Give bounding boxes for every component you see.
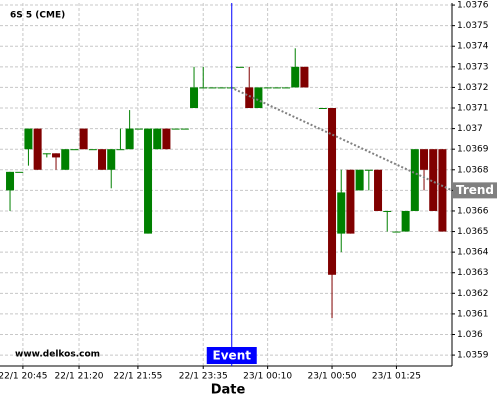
event-label-box	[206, 347, 257, 364]
candle-body	[199, 87, 208, 89]
y-tick-label: 1.0369	[457, 145, 489, 155]
trend-line	[230, 86, 453, 192]
x-tick-label: 22/1 21:55	[113, 372, 162, 382]
y-tick-label: 1.0362	[457, 289, 489, 299]
y-tick-label: 1.037	[457, 124, 483, 134]
y-tick-label: 1.0376	[457, 1, 489, 11]
event-label: Event	[213, 349, 252, 363]
candle-body	[33, 128, 42, 170]
candle-body	[300, 66, 309, 88]
candle-body	[374, 169, 383, 211]
candle-body	[153, 128, 162, 150]
candle-body	[88, 149, 97, 151]
y-tick-label: 1.0363	[457, 268, 489, 278]
candle-body	[107, 149, 116, 170]
candle-body	[190, 87, 199, 109]
candle-body	[392, 231, 401, 233]
candle-body	[364, 169, 373, 171]
candle-body	[125, 128, 134, 150]
candle-body	[383, 210, 392, 212]
candle-body	[6, 171, 15, 191]
candle-body	[272, 87, 281, 89]
candle-body	[79, 128, 88, 150]
x-tick-label: 23/1 01:25	[372, 372, 421, 382]
chart-title: 6S 5 (CME)	[10, 11, 65, 21]
candle-body	[42, 153, 51, 155]
candle-body	[116, 149, 125, 151]
candle-body	[420, 149, 429, 170]
candle-body	[263, 87, 272, 89]
candle-body	[61, 149, 70, 170]
candle-body	[328, 108, 337, 275]
candle-body	[282, 87, 291, 89]
x-tick-label: 23/1 00:50	[308, 372, 357, 382]
y-tick-label: 1.036	[457, 330, 483, 340]
candle-body	[236, 66, 245, 68]
candle-body	[134, 128, 143, 130]
candle-body	[291, 66, 300, 88]
candle-body	[245, 87, 254, 109]
x-tick-label: 23/1 00:10	[243, 372, 292, 382]
candle-body	[162, 128, 171, 150]
candle-body	[346, 169, 355, 234]
candle-body	[217, 87, 226, 89]
y-tick-label: 1.0368	[457, 165, 489, 175]
x-tick-label: 22/1 20:45	[0, 372, 47, 382]
x-tick-label: 22/1 23:35	[179, 372, 228, 382]
candle-body	[355, 169, 364, 191]
candle-body	[438, 149, 447, 232]
candle-body	[337, 192, 346, 234]
candle-body	[171, 128, 180, 130]
candle-body	[98, 149, 107, 170]
y-tick-label: 1.0365	[457, 227, 489, 237]
candle-body	[429, 149, 438, 211]
candle-body	[208, 87, 217, 89]
y-tick-label: 1.0371	[457, 104, 489, 114]
trend-label-box	[453, 182, 497, 199]
y-tick-label: 1.0359	[457, 351, 489, 361]
y-tick-label: 1.0375	[457, 21, 489, 31]
plot-area	[0, 3, 452, 366]
candle-body	[318, 108, 327, 110]
candle-body	[24, 128, 33, 150]
x-tick-label: 22/1 21:20	[55, 372, 104, 382]
y-tick-label: 1.0364	[457, 248, 489, 258]
candle-body	[410, 149, 419, 211]
candle-body	[70, 149, 79, 151]
y-tick-label: 1.0361	[457, 309, 489, 319]
candle-body	[254, 87, 263, 109]
y-tick-label: 1.0374	[457, 42, 489, 52]
y-tick-label: 1.0373	[457, 62, 489, 72]
candle-body	[15, 171, 24, 173]
watermark: www.delkos.com	[15, 350, 100, 360]
candle-body	[180, 128, 189, 130]
candle-body	[144, 128, 153, 234]
y-tick-label: 1.0372	[457, 83, 489, 93]
y-tick-label: 1.0366	[457, 206, 489, 216]
x-axis-title: Date	[211, 383, 246, 398]
candle-body	[401, 210, 410, 232]
trend-label: Trend	[456, 183, 494, 197]
candle-body	[52, 153, 61, 158]
